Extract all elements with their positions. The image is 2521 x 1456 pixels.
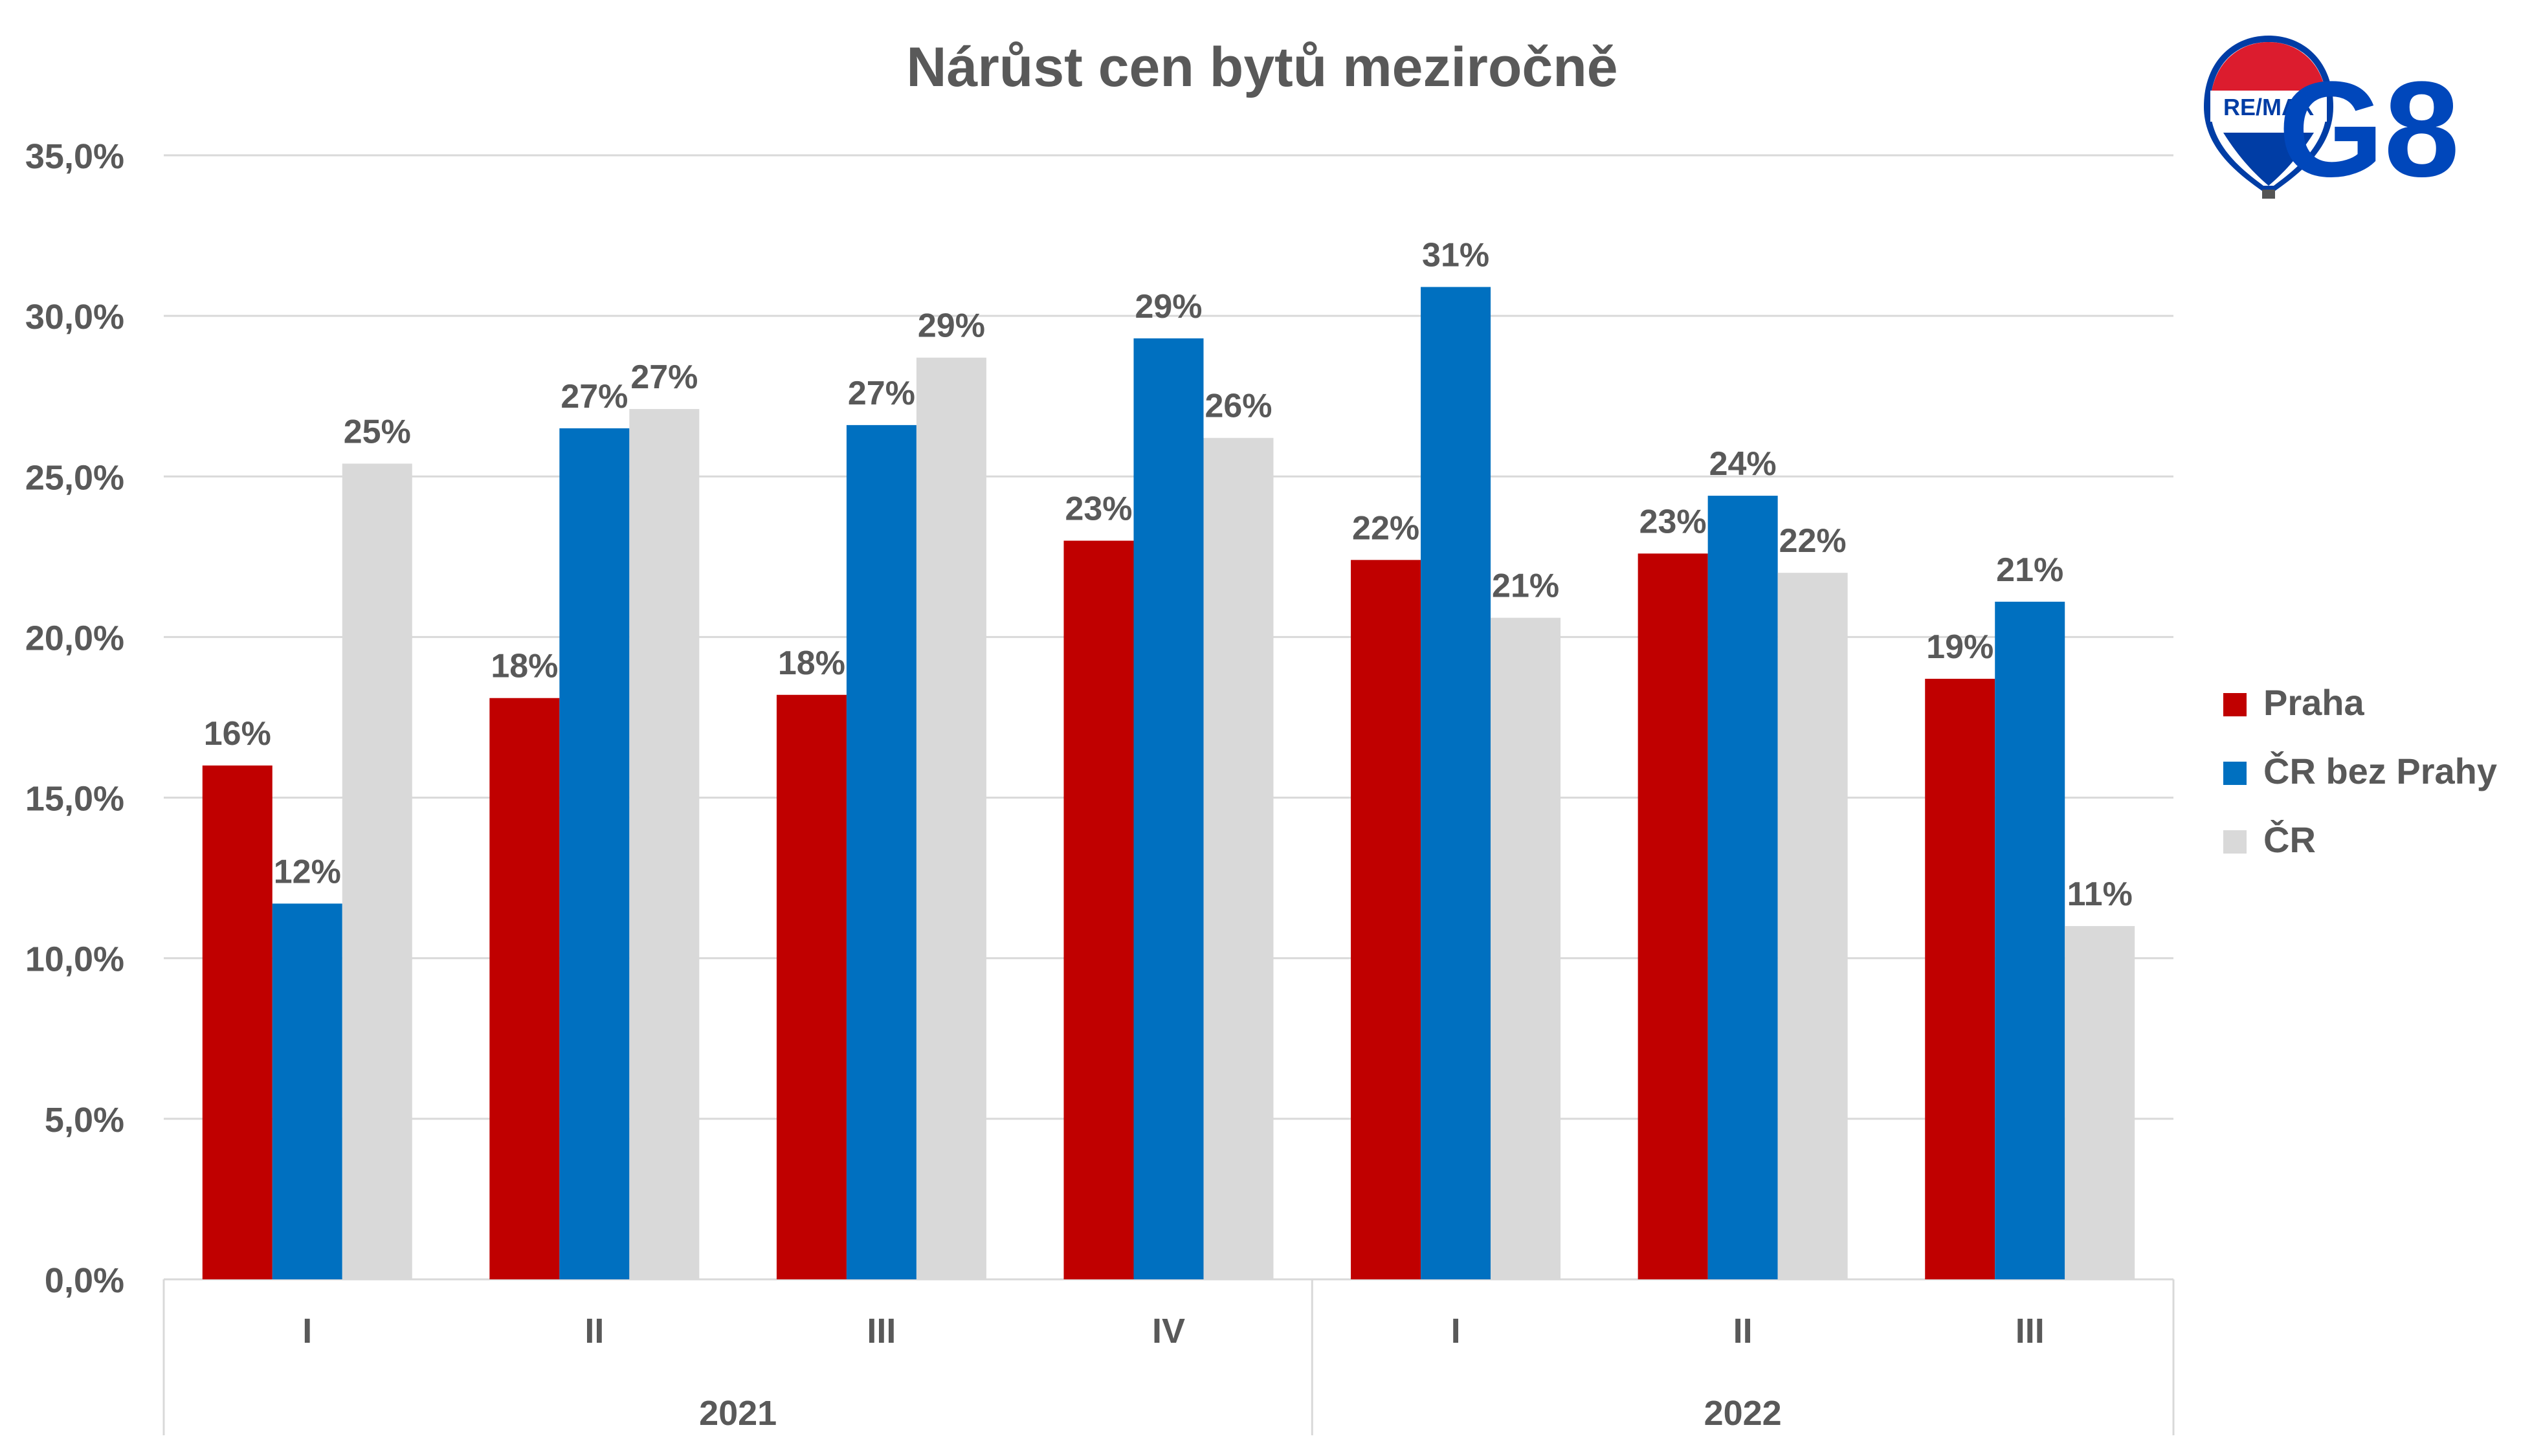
category-label: I xyxy=(302,1312,312,1351)
data-label: 27% xyxy=(630,358,698,396)
data-label: 22% xyxy=(1779,522,1847,560)
bar xyxy=(1707,496,1778,1279)
bars xyxy=(202,287,2135,1280)
legend-label: ČR bez Prahy xyxy=(2263,751,2497,791)
data-label: 11% xyxy=(2067,876,2133,913)
data-label: 26% xyxy=(1205,388,1272,425)
bar xyxy=(1491,617,1561,1279)
data-label: 24% xyxy=(1709,445,1777,483)
category-label: II xyxy=(1733,1312,1753,1351)
bar xyxy=(272,903,342,1279)
data-label: 27% xyxy=(561,378,628,415)
bar xyxy=(342,463,412,1279)
data-label: 23% xyxy=(1639,503,1707,540)
y-tick-label: 10,0% xyxy=(25,940,124,979)
bar xyxy=(776,694,847,1279)
bar xyxy=(1638,553,1708,1279)
bar xyxy=(1203,437,1274,1279)
data-label: 25% xyxy=(344,413,411,450)
bar xyxy=(629,409,700,1280)
legend-swatch xyxy=(2223,693,2247,716)
bar xyxy=(559,428,630,1280)
legend-swatch xyxy=(2223,762,2247,785)
group-label: 2021 xyxy=(699,1394,777,1433)
legend: Praha ČR bez Prahy ČR xyxy=(2223,682,2497,860)
group-label: 2022 xyxy=(1704,1394,1782,1433)
legend-swatch xyxy=(2223,830,2247,854)
data-label: 23% xyxy=(1065,491,1132,528)
hot-air-balloon-icon xyxy=(2204,36,2333,199)
data-label: 12% xyxy=(274,853,341,890)
data-label: 18% xyxy=(491,648,558,685)
data-label: 16% xyxy=(204,715,271,753)
legend-label: ČR xyxy=(2263,819,2316,860)
category-label: II xyxy=(584,1312,604,1351)
category-label: III xyxy=(867,1312,896,1351)
data-label: 19% xyxy=(1926,628,1993,666)
y-tick-label: 25,0% xyxy=(25,458,124,497)
bar xyxy=(1063,540,1134,1279)
bar xyxy=(1925,678,1995,1279)
data-label: 18% xyxy=(778,645,845,682)
category-label: III xyxy=(2016,1312,2045,1351)
data-label: 29% xyxy=(1135,288,1202,325)
data-labels: 16%18% 18%23%22% 23%19%12%27% 27%29%31%24%2… xyxy=(204,236,2133,913)
g8-logo: G8 xyxy=(2278,53,2460,205)
y-tick-label: 15,0% xyxy=(25,780,124,819)
bar xyxy=(1133,338,1204,1280)
bar xyxy=(202,765,272,1279)
chart-title: Nárůst cen bytů meziročně xyxy=(906,36,1617,98)
data-label: 31% xyxy=(1422,236,1489,274)
data-label: 21% xyxy=(1492,568,1559,605)
legend-label: Praha xyxy=(2263,682,2364,723)
bar xyxy=(1777,573,1848,1280)
y-tick-label: 5,0% xyxy=(45,1101,124,1140)
bar xyxy=(1351,560,1421,1279)
category-label: IV xyxy=(1152,1312,1185,1351)
remax-logo: RE/MAX xyxy=(2204,36,2333,199)
bar xyxy=(1995,601,2065,1279)
data-label: 22% xyxy=(1352,509,1419,547)
bar xyxy=(846,425,916,1279)
y-tick-label: 20,0% xyxy=(25,619,124,657)
data-label: 27% xyxy=(848,375,915,412)
bar xyxy=(2065,926,2135,1279)
y-axis: 0,0% 5,0% 10,0% 15,0% 20,0% 25,0% 30,0% 35,0% xyxy=(25,137,124,1300)
bar xyxy=(1421,287,1491,1279)
bar xyxy=(916,357,986,1280)
category-label: I xyxy=(1451,1312,1461,1351)
y-tick-label: 30,0% xyxy=(25,298,124,336)
remax-logo-text: RE/MAX xyxy=(2223,94,2314,120)
data-label: 29% xyxy=(918,307,985,345)
y-tick-label: 0,0% xyxy=(45,1261,124,1300)
y-tick-label: 35,0% xyxy=(25,137,124,176)
bar xyxy=(489,698,560,1279)
data-label: 21% xyxy=(1996,551,2063,589)
